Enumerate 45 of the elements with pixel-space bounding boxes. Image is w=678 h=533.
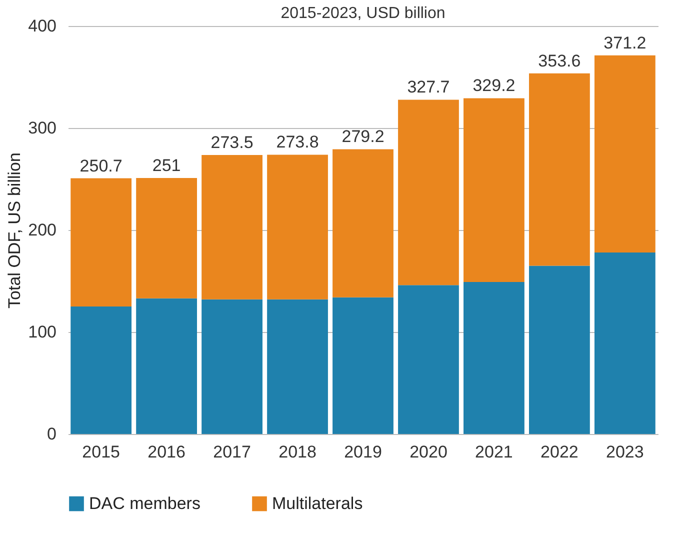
total-label: 327.7 xyxy=(407,78,450,97)
x-tick-label: 2016 xyxy=(148,442,186,462)
bar xyxy=(332,149,394,298)
total-label: 251 xyxy=(152,156,181,175)
bar xyxy=(594,55,656,252)
total-label: 273.5 xyxy=(210,133,254,152)
legend-label: Multilaterals xyxy=(272,494,363,513)
x-tick-label: 2017 xyxy=(213,442,251,462)
bar xyxy=(464,282,524,434)
bar xyxy=(267,154,328,300)
bar xyxy=(464,98,524,282)
x-tick-label: 2020 xyxy=(410,442,448,462)
y-tick-label: 100 xyxy=(28,322,56,342)
bar xyxy=(529,266,590,434)
x-tick-label: 2019 xyxy=(344,442,382,462)
chart-title: 2015-2023, USD billion xyxy=(280,5,446,22)
bar xyxy=(267,299,328,434)
bar xyxy=(594,252,656,434)
bar xyxy=(398,285,459,434)
bar xyxy=(332,297,394,434)
bar xyxy=(529,73,590,266)
bar xyxy=(70,306,132,434)
y-tick-label: 200 xyxy=(28,220,56,240)
x-tick-label: 2018 xyxy=(278,442,316,462)
bar xyxy=(136,178,197,298)
total-label: 273.8 xyxy=(276,132,319,152)
legend-label: DAC members xyxy=(89,494,200,513)
x-tick-label: 2021 xyxy=(475,442,513,462)
y-tick-label: 0 xyxy=(47,424,56,444)
bar xyxy=(70,178,132,306)
total-label: 371.2 xyxy=(604,33,646,52)
x-tick-label: 2022 xyxy=(540,442,578,462)
bar xyxy=(398,100,459,286)
total-label: 329.2 xyxy=(472,76,516,96)
bar xyxy=(136,298,197,434)
y-axis-title: Total ODF, US billion xyxy=(5,152,24,308)
x-tick-label: 2023 xyxy=(606,442,644,462)
bar xyxy=(202,299,262,434)
x-tick-label: 2015 xyxy=(82,442,120,462)
total-label: 279.2 xyxy=(342,127,384,146)
y-tick-label: 300 xyxy=(28,118,56,138)
bar xyxy=(202,155,262,300)
total-label: 250.7 xyxy=(80,156,122,176)
y-tick-label: 400 xyxy=(28,16,56,36)
total-label: 353.6 xyxy=(538,51,581,70)
